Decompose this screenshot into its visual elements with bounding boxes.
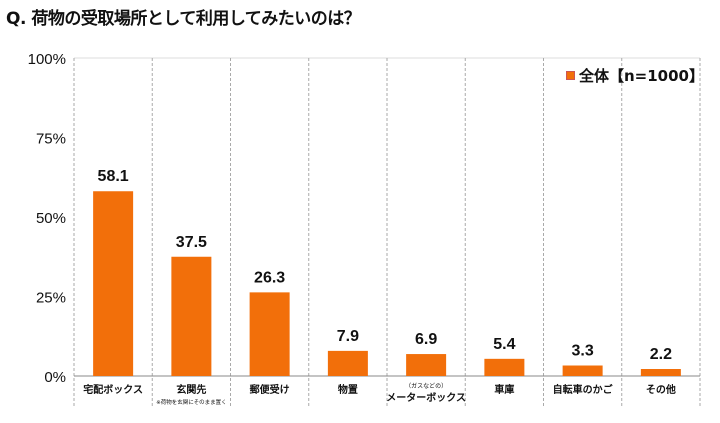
bar [327,350,368,376]
data-label: 5.4 [493,336,515,353]
x-tick-label: その他 [646,383,676,396]
bar [249,292,290,376]
data-label: 2.2 [650,346,672,363]
x-tick-label: 玄関先 [176,383,206,396]
x-tick-label: 物置 [338,383,358,396]
bar [484,358,525,376]
data-label: 3.3 [572,343,594,360]
bar [640,369,681,376]
data-label: 7.9 [337,328,359,345]
legend-swatch [566,71,575,80]
data-label: 26.3 [254,269,285,286]
y-tick-label: 0% [44,369,66,386]
category-note: ※荷物を玄関にそのまま置く [156,398,227,406]
category-note: （ガスなどの） [405,382,447,390]
chart-title: Q. 荷物の受取場所として利用してみたいのは？ [6,9,361,29]
data-label: 58.1 [98,168,129,185]
x-tick-label: 車庫 [494,383,514,396]
bar [171,256,212,376]
x-tick-label: メーターボックス [386,391,466,404]
y-tick-label: 25% [36,290,66,307]
y-tick-label: 50% [36,210,66,227]
data-label: 37.5 [176,234,207,251]
x-tick-label: 宅配ボックス [83,383,143,396]
data-label: 6.9 [415,331,437,348]
bar [406,354,447,376]
bar [93,191,134,376]
y-tick-label: 100% [28,51,66,68]
legend: 全体【n=1000】 [566,65,704,86]
x-tick-label: 郵便受け [250,383,290,396]
y-tick-label: 75% [36,131,66,148]
legend-label: 全体【n=1000】 [579,67,704,85]
x-tick-label: 自転車のかご [553,383,614,396]
bar [562,365,603,376]
